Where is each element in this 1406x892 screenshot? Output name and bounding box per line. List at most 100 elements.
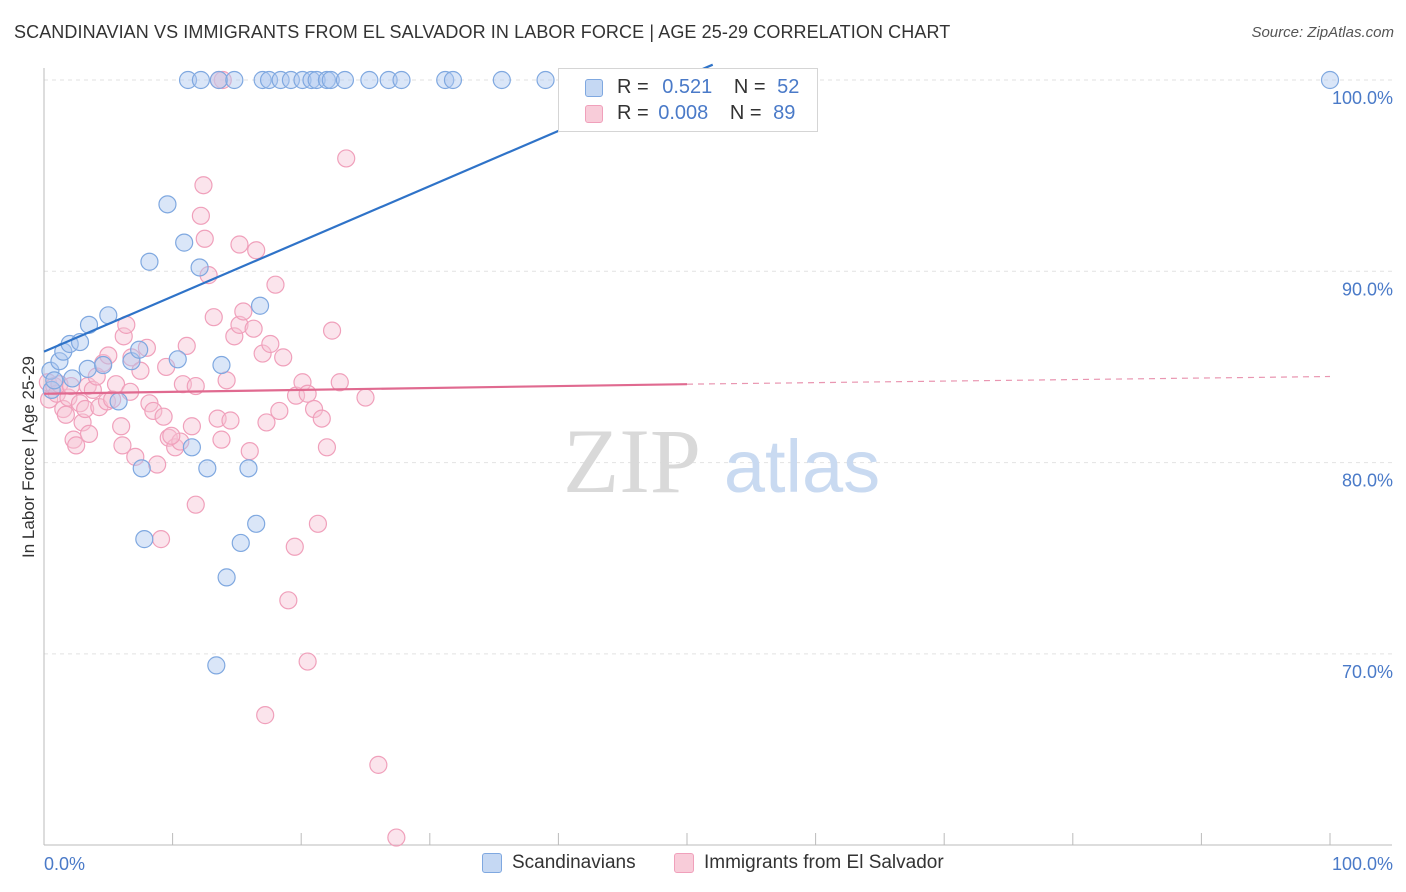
el-salvador-point bbox=[274, 348, 293, 367]
el-salvador-point bbox=[76, 399, 95, 419]
el-salvador-point bbox=[144, 401, 163, 421]
el-salvador-point bbox=[122, 348, 141, 367]
legend-r-value: 0.521 bbox=[662, 76, 713, 98]
el-salvador-point bbox=[330, 373, 349, 392]
y-axis-title: In Labor Force | Age 25-29 bbox=[19, 356, 38, 558]
el-salvador-point bbox=[240, 442, 259, 461]
scandinavians-point bbox=[178, 70, 198, 90]
scandinavians-point bbox=[207, 656, 226, 675]
scandinavians-point bbox=[168, 350, 187, 369]
legend-swatch-pink bbox=[585, 105, 603, 123]
scandinavians-point bbox=[217, 568, 236, 587]
scandinavians-point bbox=[443, 70, 463, 90]
legend-n-label: N = bbox=[733, 76, 766, 98]
watermark-zip: ZIP bbox=[563, 410, 701, 512]
series-el-salvador-points bbox=[38, 70, 406, 847]
el-salvador-point bbox=[194, 176, 213, 195]
scandinavians-point bbox=[253, 70, 272, 90]
scandinavians-point bbox=[50, 352, 69, 371]
el-salvador-trend-extension bbox=[686, 375, 1331, 385]
el-salvador-point bbox=[114, 327, 133, 346]
scandinavians-point bbox=[190, 258, 209, 277]
el-salvador-point bbox=[356, 388, 375, 407]
axes bbox=[43, 68, 1392, 846]
y-tick-label: 100.0% bbox=[1332, 88, 1393, 108]
el-salvador-point bbox=[261, 334, 280, 354]
legend-r-value: 0.008 bbox=[658, 102, 709, 124]
el-salvador-point bbox=[56, 405, 75, 424]
chart-title: SCANDINAVIAN VS IMMIGRANTS FROM EL SALVA… bbox=[14, 22, 951, 42]
scandinavians-point bbox=[239, 459, 258, 478]
el-salvador-point bbox=[230, 315, 249, 334]
legend-n-value: 89 bbox=[773, 102, 796, 124]
el-salvador-point bbox=[217, 371, 236, 390]
el-salvador-point bbox=[79, 424, 99, 444]
tick-labels: 100.0% 90.0% 80.0% 70.0% 0.0% 100.0% bbox=[44, 88, 1393, 874]
correlation-legend: R = 0.521 N = 52 R = 0.008 N = 89 bbox=[558, 68, 818, 132]
legend-n-label: N = bbox=[729, 102, 762, 124]
el-salvador-point bbox=[151, 530, 171, 549]
scandinavians-point bbox=[317, 70, 337, 90]
el-salvador-point bbox=[112, 417, 131, 436]
el-salvador-point bbox=[247, 241, 266, 260]
el-salvador-point bbox=[113, 436, 132, 455]
legend-swatch-blue bbox=[585, 79, 603, 97]
scandinavians-point bbox=[94, 355, 113, 375]
el-salvador-point bbox=[103, 390, 122, 409]
el-salvador-point bbox=[212, 430, 231, 449]
scandinavians-point bbox=[307, 70, 326, 90]
watermark-atlas: atlas bbox=[724, 425, 880, 508]
el-salvador-point bbox=[221, 411, 240, 430]
el-salvador-point bbox=[204, 308, 223, 327]
el-salvador-point bbox=[317, 438, 337, 457]
el-salvador-point bbox=[148, 455, 167, 474]
y-tick-label: 90.0% bbox=[1342, 279, 1393, 299]
scandinavians-point bbox=[135, 530, 154, 549]
scandinavians-point bbox=[250, 296, 270, 315]
scandinavians-point bbox=[109, 392, 128, 411]
scandinavians-point bbox=[360, 70, 379, 90]
legend-swatch-pink bbox=[674, 853, 694, 873]
legend-swatch-blue bbox=[482, 853, 502, 873]
scandinavians-point bbox=[271, 70, 290, 90]
el-salvador-point bbox=[312, 409, 331, 428]
scandinavians-point bbox=[63, 369, 82, 388]
el-salvador-trend-line bbox=[43, 383, 688, 395]
el-salvador-point bbox=[171, 432, 190, 451]
scandinavians-point bbox=[321, 70, 340, 90]
scandinavians-point bbox=[1320, 70, 1340, 90]
el-salvador-point bbox=[256, 706, 275, 725]
legend-r-label: R = bbox=[617, 76, 649, 98]
series-scandinavians-points bbox=[41, 70, 1340, 675]
legend-r-label: R = bbox=[617, 102, 649, 124]
el-salvador-point bbox=[182, 417, 201, 436]
el-salvador-point bbox=[304, 399, 324, 419]
x-tick-label-min: 0.0% bbox=[44, 854, 85, 874]
el-salvador-point bbox=[298, 652, 317, 671]
el-salvador-point bbox=[298, 384, 317, 403]
el-salvador-point bbox=[177, 336, 196, 356]
el-salvador-point bbox=[337, 149, 356, 168]
el-salvador-point bbox=[387, 828, 406, 847]
el-salvador-point bbox=[191, 206, 210, 225]
scandinavians-point bbox=[209, 70, 228, 90]
scandinavians-point bbox=[492, 70, 511, 90]
el-salvador-point bbox=[70, 394, 90, 413]
legend-n-value: 52 bbox=[777, 76, 800, 98]
el-salvador-point bbox=[322, 321, 342, 340]
el-salvador-point bbox=[99, 346, 118, 365]
legend-label-scandinavians: Scandinavians bbox=[512, 852, 636, 873]
el-salvador-point bbox=[73, 413, 92, 432]
el-salvador-point bbox=[234, 302, 253, 321]
scandinavians-point bbox=[78, 359, 97, 378]
gridlines bbox=[44, 79, 1392, 655]
scandinavians-point bbox=[231, 533, 250, 553]
y-tick-label: 70.0% bbox=[1342, 662, 1393, 682]
el-salvador-point bbox=[253, 344, 272, 363]
scandinavians-point bbox=[45, 371, 64, 390]
scandinavians-point bbox=[379, 70, 398, 90]
y-tick-label: 80.0% bbox=[1342, 471, 1393, 491]
scandinavians-point bbox=[302, 70, 321, 90]
legend-label-el-salvador: Immigrants from El Salvador bbox=[704, 852, 944, 873]
